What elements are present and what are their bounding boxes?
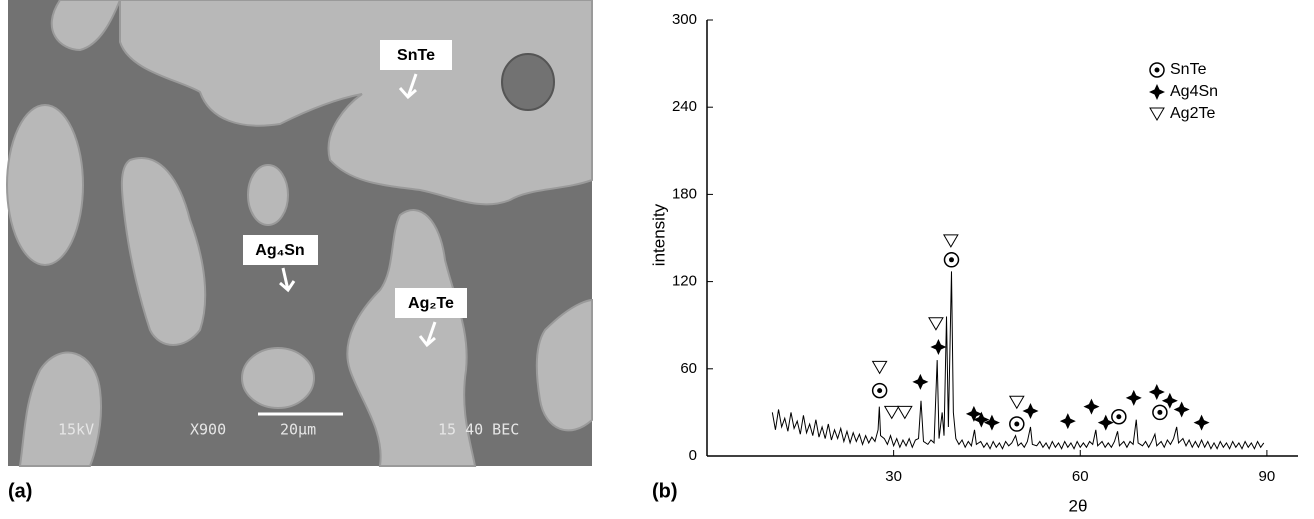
phase-marker — [1148, 384, 1165, 401]
label-boxes: SnTe Ag₄Sn Ag₂Te — [243, 40, 467, 348]
annotation: Ag₂Te — [408, 295, 454, 312]
marker-star — [1022, 402, 1039, 419]
phase-marker — [1009, 416, 1025, 432]
phase-marker — [1008, 395, 1025, 410]
marker-star — [1125, 389, 1142, 406]
marker-star — [1149, 84, 1165, 100]
phase-marker — [1125, 389, 1142, 406]
annotation: SnTe — [397, 47, 435, 64]
marker-dot — [877, 388, 883, 394]
footer-text: 20µm — [280, 421, 316, 439]
legend-label: Ag2Te — [1170, 105, 1215, 122]
arrows — [279, 73, 437, 348]
phase-marker — [1173, 401, 1190, 418]
legend-label: Ag4Sn — [1170, 83, 1218, 100]
marker-triangle — [1008, 395, 1025, 410]
label-box — [243, 235, 318, 265]
x-tick-label: 30 — [885, 468, 902, 485]
marker-triangle — [942, 234, 959, 248]
legend-symbol — [1149, 84, 1165, 100]
marker-triangle — [928, 317, 944, 331]
marker-star — [983, 414, 1000, 431]
marker-star — [1059, 413, 1076, 430]
y-tick-label: 120 — [672, 273, 697, 290]
marker-triangle — [896, 405, 913, 420]
marker-dot — [1116, 414, 1122, 420]
y-tick-label: 180 — [672, 185, 697, 202]
y-tick-label: 0 — [689, 447, 697, 464]
phase-marker — [896, 405, 913, 420]
marker-star — [1148, 384, 1165, 401]
marker-star — [1173, 401, 1190, 418]
label-box — [395, 288, 467, 318]
marker-dot — [1014, 421, 1020, 427]
phase-marker — [1022, 402, 1039, 419]
phase-marker — [871, 360, 888, 375]
panel-label: (b) — [652, 480, 678, 502]
phase-marker — [930, 339, 947, 355]
phase-marker — [1083, 398, 1100, 415]
phase-marker — [973, 411, 990, 428]
footer-text: 15 40 BEC — [438, 421, 519, 439]
phase-marker — [942, 234, 959, 248]
marker-star — [912, 373, 929, 390]
phase-marker — [871, 382, 888, 399]
y-tick-label: 300 — [672, 11, 697, 28]
x-tick-label: 90 — [1259, 468, 1276, 485]
marker-triangle — [871, 360, 888, 375]
panel-label: (a) — [8, 480, 32, 502]
phase-marker — [1193, 414, 1210, 431]
marker-star — [1083, 398, 1100, 415]
phase-marker — [1097, 414, 1114, 431]
phase-marker — [943, 252, 960, 268]
footer-text: 15kV — [58, 421, 94, 439]
marker-triangle — [1149, 107, 1165, 121]
marker-star — [1193, 414, 1210, 431]
phase-marker — [1059, 413, 1076, 430]
marker-star — [930, 339, 947, 355]
marker-triangle — [883, 405, 900, 420]
phase-marker — [983, 414, 1000, 431]
phase-marker — [965, 405, 982, 422]
phase-marker — [1111, 409, 1127, 425]
footer-text: X900 — [190, 421, 226, 439]
marker-star — [965, 405, 982, 422]
y-tick-label: 240 — [672, 98, 697, 115]
marker-dot — [948, 257, 954, 263]
x-axis-label: 2θ — [1069, 496, 1088, 515]
phase-marker — [1152, 404, 1168, 421]
marker-dot — [1157, 409, 1163, 415]
legend-symbol — [1149, 62, 1165, 78]
label-box — [380, 40, 452, 70]
marker-dot — [1154, 67, 1160, 73]
light-phase — [6, 0, 593, 467]
y-tick-label: 60 — [680, 360, 697, 377]
data-line — [771, 271, 1265, 450]
marker-star — [1161, 392, 1178, 409]
phase-marker — [928, 317, 944, 331]
marker-star — [973, 411, 990, 428]
annotation: Ag₄Sn — [255, 242, 304, 259]
legend-symbol — [1149, 107, 1165, 121]
phase-marker — [1161, 392, 1178, 409]
y-axis-label: intensity — [649, 203, 668, 266]
marker-star — [1097, 414, 1114, 431]
phase-marker — [883, 405, 900, 420]
x-tick-label: 60 — [1072, 468, 1089, 485]
legend-label: SnTe — [1170, 61, 1207, 78]
phase-marker — [912, 373, 929, 390]
micrograph: SnTe Ag₄Sn Ag₂Te 15kV X900 20µm 15 40 BE… — [6, 0, 593, 467]
